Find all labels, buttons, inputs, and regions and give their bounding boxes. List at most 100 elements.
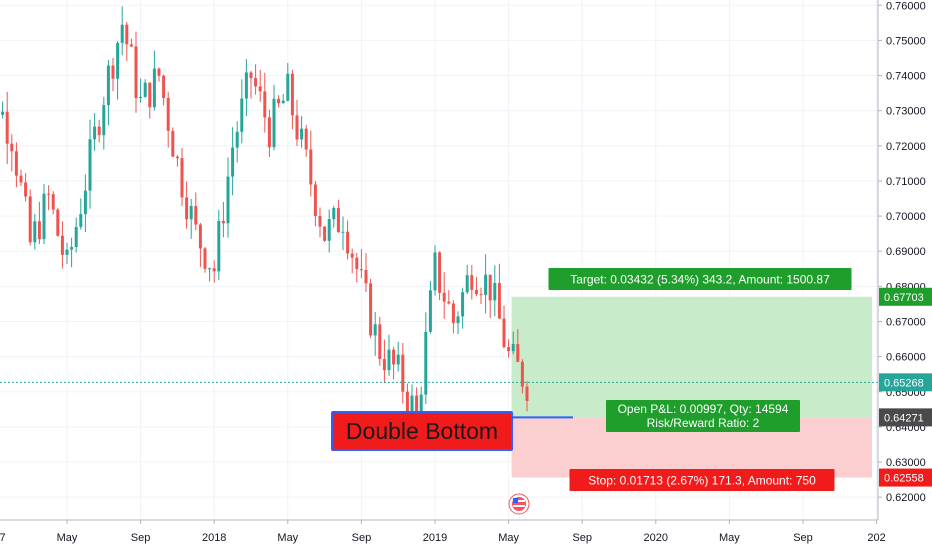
candle-body bbox=[304, 128, 308, 150]
y-tick-label: 0.63000 bbox=[886, 457, 926, 469]
candle-body bbox=[134, 46, 138, 99]
candle-down bbox=[497, 263, 501, 319]
candle-body bbox=[42, 193, 46, 240]
candle-up bbox=[461, 287, 465, 329]
pnl-label[interactable]: Open P&L: 0.00997, Qty: 14594Risk/Reward… bbox=[606, 400, 800, 432]
candle-up bbox=[341, 216, 345, 251]
candle-body bbox=[111, 65, 115, 79]
candle-up bbox=[152, 50, 156, 111]
candle-down bbox=[166, 91, 170, 148]
target-label-bg bbox=[548, 268, 852, 290]
candle-body bbox=[332, 207, 336, 220]
x-tick-label: 202 bbox=[867, 532, 885, 544]
candle-body bbox=[336, 207, 340, 233]
candle-body bbox=[474, 289, 478, 295]
candle-up bbox=[208, 267, 212, 282]
x-axis[interactable]: 2017 May Sep 2018 May Sep 2019 May Sep 2020 May Sep… bbox=[0, 519, 886, 544]
candle-body bbox=[401, 354, 405, 392]
candle-up bbox=[217, 209, 221, 281]
candle-up bbox=[143, 79, 147, 98]
candle-body bbox=[382, 359, 386, 371]
candle-down bbox=[488, 274, 492, 319]
candle-body bbox=[28, 196, 32, 243]
candle-body bbox=[346, 231, 350, 254]
target-zone[interactable] bbox=[511, 296, 872, 418]
candle-body bbox=[433, 252, 437, 291]
candle-body bbox=[350, 253, 354, 258]
candle-body bbox=[10, 143, 14, 152]
candle-body bbox=[175, 156, 179, 159]
candle-up bbox=[424, 312, 428, 405]
candle-down bbox=[221, 201, 225, 238]
target-price-tag[interactable]: 0.67703 bbox=[879, 287, 932, 306]
event-flag-stripe bbox=[513, 500, 525, 502]
candle-body bbox=[5, 111, 9, 144]
candle-body bbox=[290, 73, 294, 116]
candle-up bbox=[235, 121, 239, 163]
candle-body bbox=[198, 224, 202, 249]
y-tick-label: 0.62000 bbox=[886, 492, 926, 504]
x-tick-label: 2019 bbox=[423, 532, 447, 544]
candle-up bbox=[83, 174, 87, 233]
candle-body bbox=[502, 318, 506, 348]
stop-price-tag[interactable]: 0.62558 bbox=[879, 468, 932, 487]
candle-up bbox=[511, 331, 515, 355]
candle-down bbox=[313, 181, 317, 227]
candle-down bbox=[520, 359, 524, 394]
x-tick-label: 2018 bbox=[202, 532, 226, 544]
y-tick-label: 0.75000 bbox=[886, 35, 926, 47]
candle-body bbox=[212, 268, 216, 272]
candle-up bbox=[1, 101, 5, 119]
target-price-tag-bg bbox=[879, 287, 932, 306]
pattern-label-bg bbox=[331, 411, 513, 451]
candle-body bbox=[355, 257, 359, 270]
candle-down bbox=[378, 316, 382, 366]
candle-body bbox=[217, 220, 221, 272]
target-label[interactable]: Target: 0.03432 (5.34%) 343.2, Amount: 1… bbox=[548, 268, 852, 290]
candle-down bbox=[254, 64, 258, 95]
y-tick-label: 0.69000 bbox=[886, 246, 926, 258]
event-flag-icon[interactable] bbox=[508, 493, 530, 515]
candle-down bbox=[148, 82, 152, 119]
candle-down bbox=[198, 222, 202, 267]
candle-down bbox=[359, 249, 363, 279]
candle-down bbox=[364, 253, 368, 293]
candle-body bbox=[465, 275, 469, 293]
candle-up bbox=[373, 311, 377, 356]
candle-body bbox=[286, 73, 290, 101]
candle-body bbox=[148, 82, 152, 108]
candle-down bbox=[37, 201, 41, 245]
x-tick-label: 2017 bbox=[0, 532, 6, 544]
y-tick-label: 0.71000 bbox=[886, 176, 926, 188]
candle-body bbox=[497, 283, 501, 319]
candle-up bbox=[116, 41, 120, 100]
candle-down bbox=[185, 181, 189, 229]
stop-price-tag-bg bbox=[879, 468, 932, 487]
candle-body bbox=[240, 98, 244, 132]
candle-down bbox=[382, 339, 386, 384]
candle-body bbox=[516, 344, 520, 362]
stop-label-text: Stop: 0.01713 (2.67%) 171.3, Amount: 750 bbox=[588, 474, 816, 488]
candle-down bbox=[28, 189, 32, 246]
candle-down bbox=[502, 305, 506, 349]
y-tick-label: 0.76000 bbox=[886, 0, 926, 12]
candle-down bbox=[295, 99, 299, 146]
candle-body bbox=[102, 105, 106, 136]
candle-down bbox=[346, 220, 350, 260]
candle-down bbox=[180, 148, 184, 207]
candle-body bbox=[387, 349, 391, 371]
candle-down bbox=[525, 381, 529, 412]
candle-down bbox=[304, 124, 308, 157]
entry-price-tag[interactable]: 0.64271 bbox=[879, 408, 932, 427]
y-axis[interactable]: 0.76000 0.75000 0.74000 0.73000 0.72000 0.710… bbox=[877, 0, 932, 550]
candle-body bbox=[461, 292, 465, 317]
last-price-tag[interactable]: 0.65268 bbox=[879, 373, 932, 392]
stop-label[interactable]: Stop: 0.01713 (2.67%) 171.3, Amount: 750 bbox=[569, 469, 835, 491]
candle-down bbox=[175, 154, 179, 167]
candle-body bbox=[125, 24, 129, 45]
y-tick-label: 0.70000 bbox=[886, 211, 926, 223]
last-price-tag-text: 0.65268 bbox=[884, 377, 924, 389]
pattern-label[interactable]: Double Bottom bbox=[331, 411, 513, 451]
